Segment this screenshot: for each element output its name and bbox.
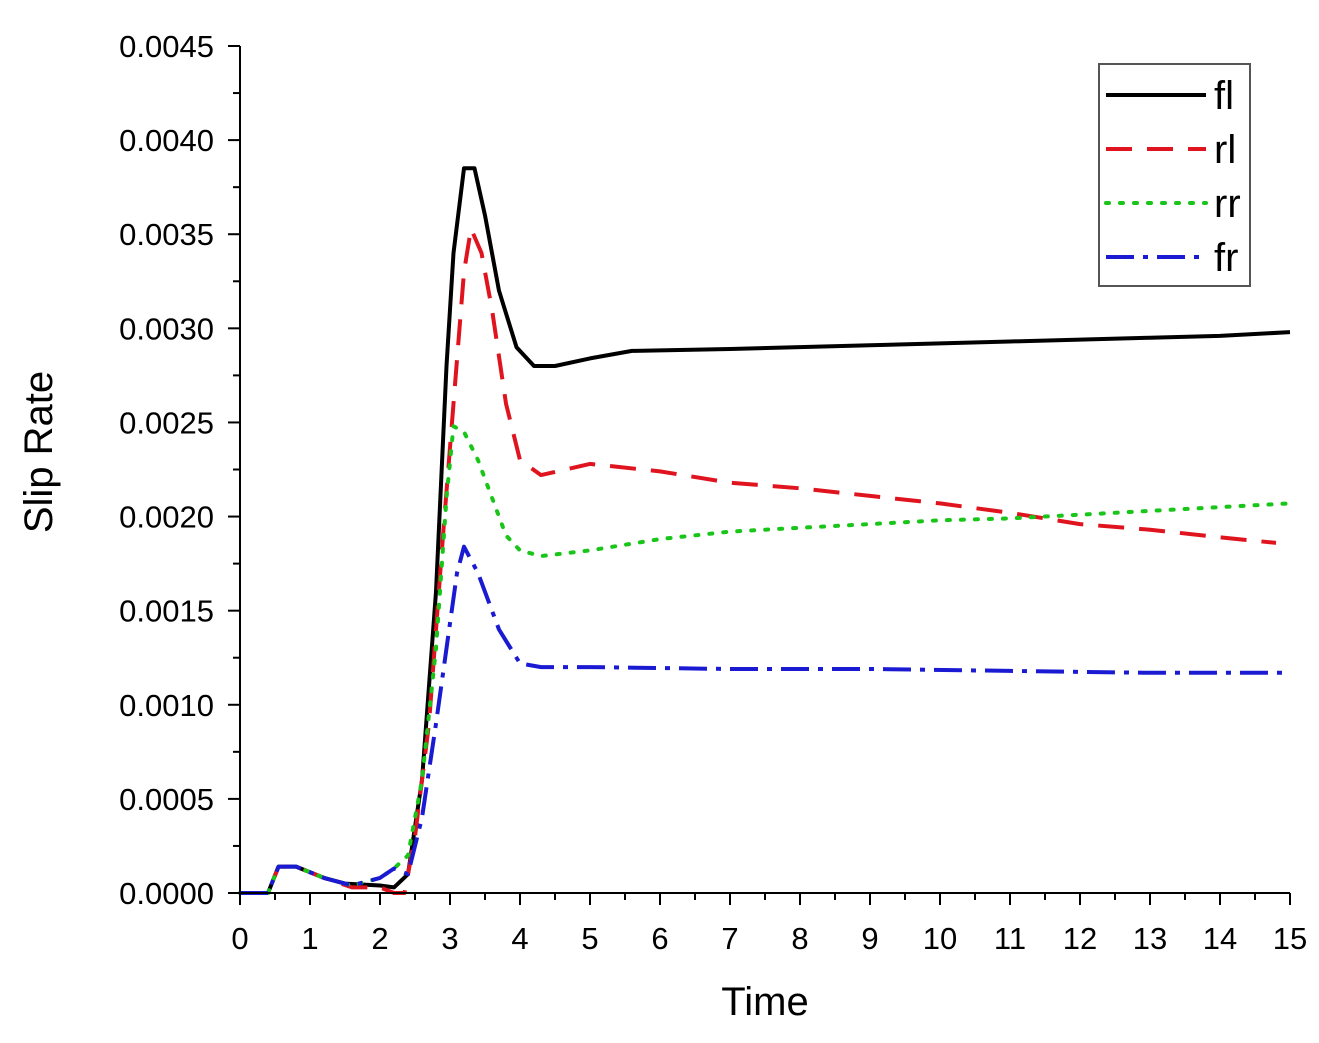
x-tick-label: 10 <box>923 921 957 956</box>
legend-label-rr: rr <box>1214 182 1241 226</box>
series-line-rl <box>240 226 1277 895</box>
x-axis-title: Time <box>721 980 808 1024</box>
x-tick-label: 4 <box>511 921 528 956</box>
x-tick-label: 0 <box>231 921 248 956</box>
legend-label-rl: rl <box>1214 128 1236 172</box>
y-tick-label: 0.0015 <box>119 594 214 629</box>
x-tick-label: 14 <box>1203 921 1237 956</box>
y-tick-label: 0.0010 <box>119 688 214 723</box>
x-tick-label: 9 <box>861 921 878 956</box>
x-tick-label: 5 <box>581 921 598 956</box>
x-tick-label: 3 <box>441 921 458 956</box>
y-tick-label: 0.0045 <box>119 29 214 64</box>
legend-label-fl: fl <box>1214 74 1234 118</box>
x-tick-label: 1 <box>301 921 318 956</box>
y-tick-label: 0.0020 <box>119 500 214 535</box>
legend-label-fr: fr <box>1214 236 1238 280</box>
y-tick-label: 0.0040 <box>119 123 214 158</box>
x-tick-label: 2 <box>371 921 388 956</box>
x-tick-label: 15 <box>1273 921 1307 956</box>
y-tick-label: 0.0005 <box>119 782 214 817</box>
x-tick-label: 11 <box>994 921 1026 956</box>
series-layer <box>238 166 1292 895</box>
x-tick-label: 8 <box>791 921 808 956</box>
axes-layer: 0 1 2 3 4 5 6 7 8 9 10 11 12 13 14 150.00000.00050.0010… <box>119 29 1307 956</box>
series-line-fr <box>240 544 1290 895</box>
x-tick-label: 7 <box>721 921 738 956</box>
x-tick-label: 13 <box>1133 921 1167 956</box>
x-tick-label: 12 <box>1063 921 1097 956</box>
legend-box <box>1098 63 1251 287</box>
y-tick-label: 0.0035 <box>119 217 214 252</box>
x-tick-label: 6 <box>651 921 668 956</box>
y-tick-label: 0.0000 <box>119 876 214 911</box>
y-tick-label: 0.0030 <box>119 311 214 346</box>
y-axis-title: Slip Rate <box>17 371 61 533</box>
series-line-rr <box>238 424 1292 895</box>
y-tick-label: 0.0025 <box>119 405 214 440</box>
legend: fl rl rr fr <box>1098 63 1251 287</box>
